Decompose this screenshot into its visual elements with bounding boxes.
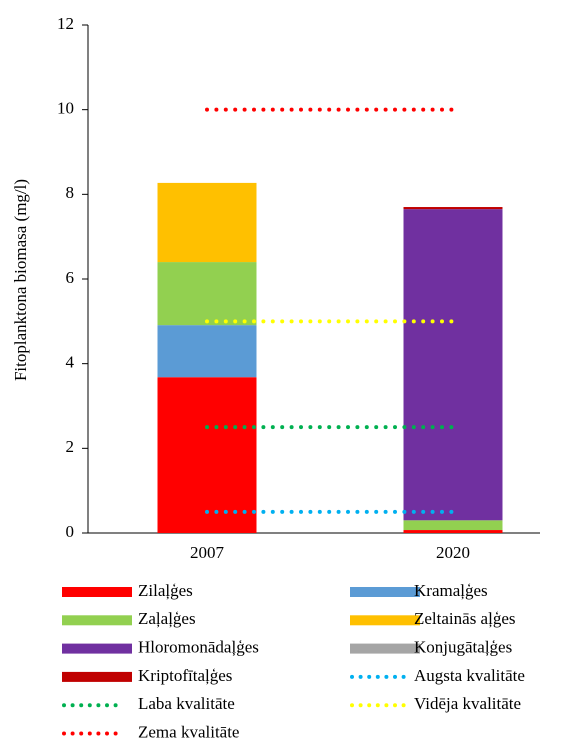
legend-label: Augsta kvalitāte [414,666,525,685]
x-tick-label: 2020 [436,543,470,562]
bar-segment [403,207,503,210]
legend-swatch [350,615,420,626]
y-tick-label: 6 [66,268,75,287]
legend-label: Zaļaļģes [138,609,196,628]
y-tick-label: 8 [66,183,75,202]
legend-label: Laba kvalitāte [138,694,235,713]
legend-label: Kriptofītaļģes [138,666,232,685]
legend-label: Zilaļģes [138,581,193,600]
x-tick-label: 2007 [190,543,225,562]
legend-swatch [350,587,420,597]
bar-segment [403,520,503,531]
y-tick-label: 10 [57,99,74,118]
y-tick-label: 2 [66,437,75,456]
legend-label: Zema kvalitāte [138,722,239,741]
legend-label: Konjugātaļģes [414,638,512,657]
legend-swatch [62,671,132,682]
legend-label: Zeltainās aļģes [414,609,516,628]
legend-label: Hloromonādaļģes [138,638,259,657]
legend-swatch [350,643,420,654]
legend-swatch [62,615,132,626]
y-tick-label: 4 [66,353,75,372]
y-tick-label: 12 [57,14,74,33]
legend-swatch [62,587,132,597]
bar-segment [157,262,257,326]
bar-segment [403,530,503,533]
legend-label: Vidēja kvalitāte [414,694,521,713]
legend-swatch [62,643,132,654]
bar-segment [403,209,503,521]
y-tick-label: 0 [66,522,75,541]
bar-segment [157,182,257,263]
bar-segment [157,325,257,378]
bar-segment [157,377,257,533]
y-axis-label: Fitoplanktona biomasa (mg/l) [11,179,30,381]
legend-label: Kramaļģes [414,581,488,600]
